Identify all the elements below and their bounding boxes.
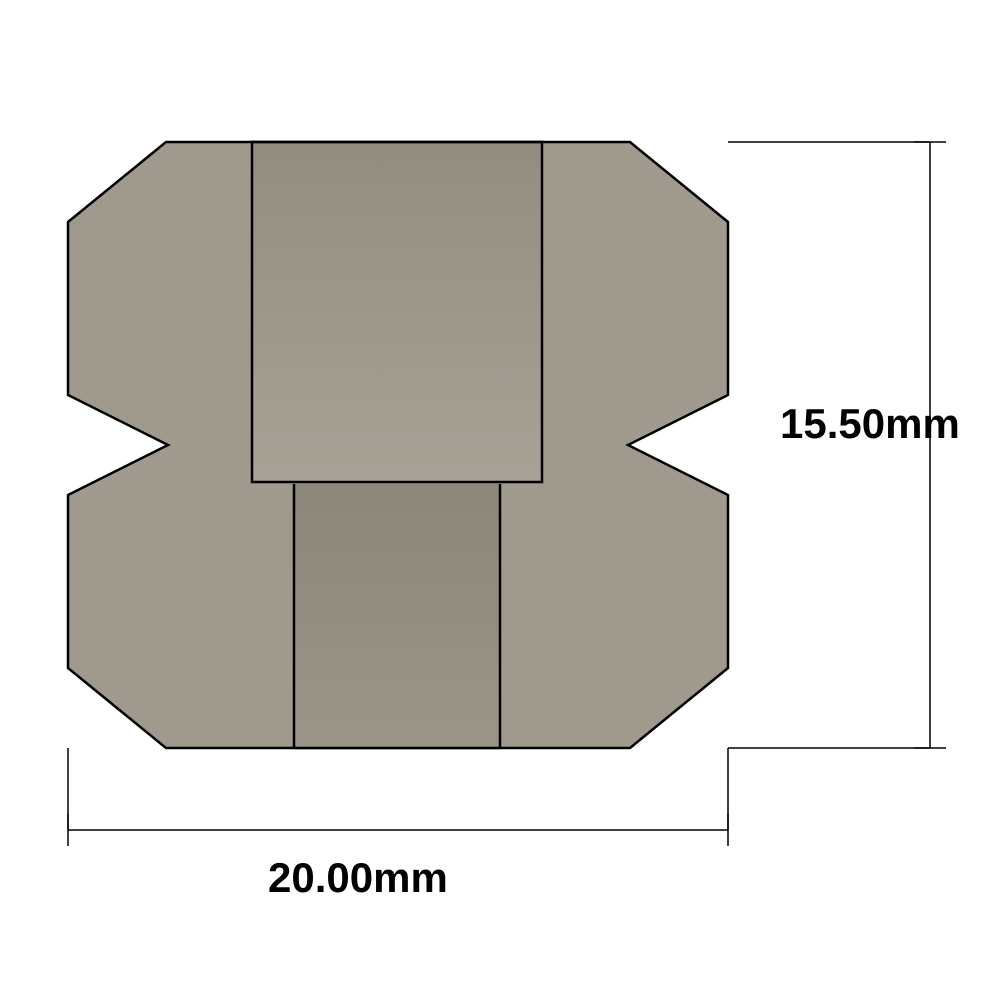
technical-drawing: 15.50mm 20.00mm bbox=[0, 0, 1000, 1000]
drawing-svg bbox=[0, 0, 1000, 1000]
width-dimension-label: 20.00mm bbox=[268, 854, 448, 902]
height-dimension-label: 15.50mm bbox=[780, 400, 960, 448]
part-body bbox=[68, 142, 728, 748]
